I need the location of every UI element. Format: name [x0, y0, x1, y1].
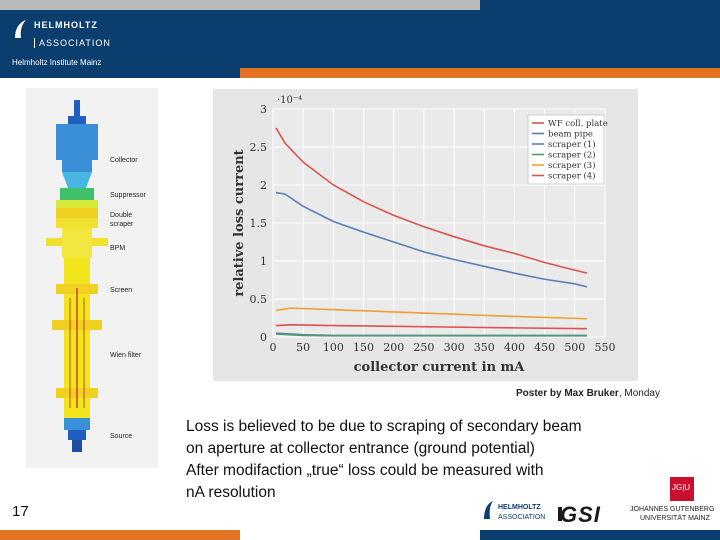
jgu-logo-box: JG|U	[672, 483, 691, 492]
body-text: Loss is believed to be due to scraping o…	[186, 416, 666, 504]
poster-caption: Poster by Max Bruker, Monday	[516, 388, 660, 399]
legend-entry: scraper (4)	[548, 171, 596, 182]
body-line: on aperture at collector entrance (groun…	[186, 440, 535, 457]
y-tick-label: 0.5	[250, 293, 268, 306]
x-tick-label: 0	[270, 341, 277, 354]
footer-logo-art	[484, 477, 694, 525]
label-wien-filter: Wien filter	[110, 352, 142, 359]
logo-line1: HELMHOLTZ	[34, 20, 98, 30]
loss-current-chart: 0 50 100 150 200 250 300 350 400 450 500 550 0 0.5 1 1.…	[213, 89, 638, 381]
header-bar: HELMHOLTZ ASSOCIATION Helmholtz Institut…	[0, 0, 720, 78]
jgu-line2: UNIVERSITÄT MAINZ	[640, 515, 710, 522]
y-axis-label: relative loss current	[232, 149, 247, 296]
label-double: Double	[110, 212, 133, 219]
footer-navy-strip	[480, 530, 720, 540]
legend-entry: beam pipe	[548, 130, 593, 140]
series-line	[275, 191, 588, 288]
x-tick-label: 150	[353, 341, 374, 354]
x-tick-label: 400	[504, 341, 525, 354]
label-bpm: BPM	[110, 245, 126, 252]
label-collector: Collector	[110, 157, 138, 164]
chart-svg: 0 50 100 150 200 250 300 350 400 450 500 550 0 0.5 1 1.…	[232, 95, 616, 375]
footer-logos: HELMHOLTZ ASSOCIATION GSI JG|U JOHANNES …	[480, 475, 720, 535]
legend-box	[527, 114, 605, 185]
y-tick-label: 1	[260, 255, 267, 268]
footer-orange-strip	[0, 530, 240, 540]
series-line	[275, 324, 587, 330]
y-tick-label: 2	[260, 179, 267, 192]
apparatus-drawing	[46, 100, 108, 452]
y-tick-label: 2.5	[250, 141, 268, 154]
legend-entry: scraper (2)	[548, 150, 596, 161]
x-tick-label: 500	[564, 341, 585, 354]
page-number: 17	[12, 503, 29, 520]
x-axis-label: collector current in mA	[354, 360, 526, 375]
caption-author: Poster by Max Bruker	[516, 388, 619, 399]
series-line	[275, 307, 587, 320]
x-tick-label: 100	[323, 341, 344, 354]
legend-entry: scraper (3)	[548, 160, 596, 171]
logo-line2: ASSOCIATION	[34, 38, 111, 48]
y-tick-label: 3	[260, 103, 267, 116]
y-tick-label: 1.5	[250, 217, 268, 230]
label-suppressor: Suppressor	[110, 192, 146, 199]
legend-entry: scraper (1)	[548, 139, 596, 150]
footer-helmholtz-line2: ASSOCIATION	[498, 514, 546, 521]
apparatus-diagram: Collector Suppressor Double scraper BPM …	[26, 88, 158, 468]
body-line: After modifaction „true“ loss could be m…	[186, 462, 544, 479]
institute-name: Helmholtz Institute Mainz	[12, 58, 102, 67]
x-tick-label: 550	[595, 341, 616, 354]
footer-helmholtz-line1: HELMHOLTZ	[498, 504, 541, 511]
series-line	[275, 127, 588, 274]
series-line	[275, 333, 587, 337]
y-tick-label: 0	[260, 331, 267, 344]
label-screen: Screen	[110, 287, 133, 294]
header-grey-strip	[0, 0, 480, 10]
gsi-logo: GSI	[560, 502, 601, 527]
x-tick-label: 350	[474, 341, 495, 354]
label-source: Source	[110, 433, 133, 440]
header-orange-strip	[240, 68, 720, 78]
x-tick-label: 300	[444, 341, 465, 354]
x-tick-label: 200	[383, 341, 404, 354]
x-tick-label: 250	[413, 341, 434, 354]
legend-entry: WF coll. plate	[548, 119, 608, 129]
jgu-line1: JOHANNES GUTENBERG	[630, 506, 715, 513]
label-scraper: scraper	[110, 221, 134, 228]
y-exponent: ·10⁻⁴	[277, 95, 302, 106]
caption-day: , Monday	[618, 388, 660, 399]
x-tick-label: 50	[296, 341, 310, 354]
x-tick-label: 450	[534, 341, 555, 354]
body-line: Loss is believed to be due to scraping o…	[186, 418, 582, 435]
helmholtz-logo-icon	[15, 20, 26, 38]
body-line: nA resolution	[186, 484, 276, 501]
